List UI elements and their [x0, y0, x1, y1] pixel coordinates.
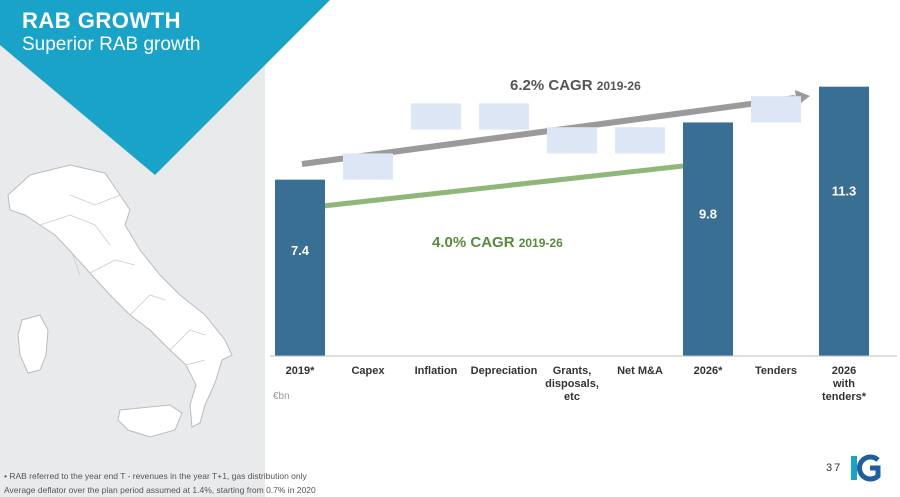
unit-label: €bn	[273, 391, 290, 402]
footnotes: • RAB referred to the year end T - reven…	[4, 469, 316, 497]
italy-map-illustration	[7, 164, 233, 438]
region-borders	[39, 194, 206, 366]
bar-2	[343, 153, 393, 180]
x-tick-label-1: 2019*	[286, 365, 315, 377]
slide-title: RAB GROWTH	[22, 8, 181, 33]
x-tick-label-3: Inflation	[415, 365, 458, 377]
footnote-1: • RAB referred to the year end T - reven…	[4, 471, 307, 481]
cagr-green-label: 4.0% CAGR 2019-26	[432, 234, 563, 251]
cagr-grey-label: 6.2% CAGR 2019-26	[510, 77, 641, 94]
bar-5	[547, 127, 597, 154]
bar-value-label-9: 11.3	[832, 184, 857, 199]
x-tick-label-5: Grants, disposals, etc	[545, 365, 599, 403]
x-tick-label-7: 2026*	[694, 365, 723, 377]
x-tick-label-8: Tenders	[755, 365, 797, 377]
bar-7	[683, 122, 733, 356]
bar-9	[819, 86, 869, 356]
bar-1	[275, 179, 325, 356]
bar-8	[751, 96, 801, 123]
bar-3	[411, 103, 461, 130]
footnote-2: Average deflator over the plan period as…	[4, 485, 316, 495]
italy-mainland-shape	[7, 164, 233, 428]
x-tick-label-2: Capex	[351, 365, 385, 377]
x-tick-label-9: 2026 with tenders*	[822, 365, 867, 403]
green-cagr-arrow	[304, 163, 684, 211]
logo-bar	[851, 456, 857, 480]
bar-value-label-7: 9.8	[699, 207, 717, 222]
bar-6	[615, 127, 665, 154]
x-tick-label-6: Net M&A	[617, 365, 663, 377]
bar-value-label-1: 7.4	[291, 243, 310, 258]
x-labels-group: 2019* Capex Inflation Depreciation Grants, di…	[286, 365, 867, 403]
company-logo	[851, 454, 881, 482]
sicily-shape	[117, 404, 183, 438]
slide-subtitle: Superior RAB growth	[22, 34, 201, 55]
bars-group: 7.4 9.8 11.3	[275, 86, 869, 356]
logo-g	[857, 454, 881, 482]
rab-waterfall-chart: 7.4 9.8 11.3 2019* Capex Inflation Depreciati…	[270, 86, 897, 403]
bar-4	[479, 103, 529, 130]
sardinia-shape	[17, 314, 49, 374]
page-number: 37	[826, 462, 843, 474]
banner-shape	[0, 0, 330, 175]
x-tick-label-4: Depreciation	[471, 365, 538, 377]
